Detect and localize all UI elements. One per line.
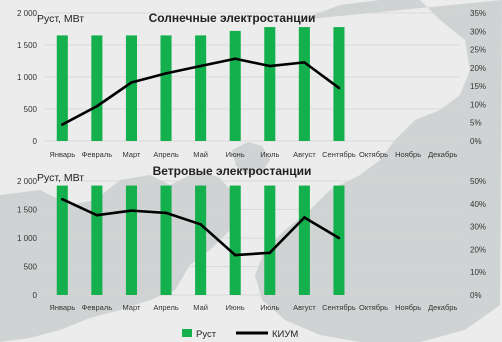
bar [298,27,310,141]
bar [333,27,345,141]
y-tick-label: 0 [33,137,38,146]
y-axis-label: Руст, МВт [37,172,84,184]
y2-tick-label: 10% [470,268,486,277]
line-point [268,251,272,255]
bar [229,185,241,295]
bar [229,30,241,142]
x-tick-label: Февраль [82,150,113,159]
line-point [95,104,99,108]
charts-layer: 0 500 1 000 1 500 2 000 0% 5% 10% 15% 20% 25% 30% 35… [17,9,486,312]
bar [91,35,103,141]
x-tick-label: Февраль [82,303,113,312]
line-point [337,86,341,90]
line-point [164,72,168,75]
y2-tick-label: 5% [470,119,482,128]
bar [195,35,207,141]
chart-title: Ветровые электростанции [153,164,312,178]
y2-tick-label: 15% [470,82,486,91]
line-point [268,64,272,68]
line-point [303,216,306,219]
chart-title: Солнечные электростанции [149,11,316,25]
x-tick-label: Март [122,150,141,159]
bar [125,185,137,295]
y-tick-label: 2 000 [17,177,38,186]
legend-bar-label: Руст [196,329,217,340]
y-tick-label: 1 500 [17,206,38,215]
x-tick-label: Июнь [226,303,245,312]
x-tick-label: Июль [260,303,279,312]
line-point [95,213,99,217]
x-tick-label: Апрель [153,150,179,159]
legend-bar-swatch [182,329,192,337]
line-point [60,123,64,126]
y2-tick-label: 30% [470,27,486,36]
x-tick-label: Декабрь [428,150,457,159]
x-tick-label: Май [193,150,208,159]
x-tick-label: Сентябрь [322,150,356,159]
x-tick-label: Август [293,150,316,159]
line-point [199,223,202,226]
x-tick-label: Ноябрь [395,150,421,159]
x-tick-label: Июль [260,150,279,159]
x-tick-label: Март [122,303,141,312]
y-tick-label: 1 500 [17,41,38,50]
y2-tick-label: 10% [470,100,486,109]
y-tick-label: 500 [24,263,38,272]
line-point [164,211,168,215]
bar [264,185,276,295]
bar [125,35,137,141]
bar [298,185,310,295]
line-point [337,236,341,240]
x-tick-label: Апрель [153,303,179,312]
bar [160,35,172,141]
x-tick-label: Январь [49,303,75,312]
line-point [130,209,133,212]
line-point [303,61,306,64]
y-tick-label: 0 [33,291,38,300]
y2-tick-label: 40% [470,200,486,209]
line-point [130,81,133,84]
bar [91,185,103,295]
y2-tick-label: 25% [470,46,486,55]
x-tick-label: Август [293,303,316,312]
bar [56,185,68,295]
chart-panel-2: 0 500 1 000 1 500 2 000 0% 10% 20% 30% 40% 50% Руст… [17,164,486,312]
bar [195,185,207,295]
x-tick-label: Январь [49,150,75,159]
x-tick-label: Май [193,303,208,312]
map-land-east [255,0,502,342]
y2-tick-label: 50% [470,177,486,186]
bar [160,185,172,295]
legend-line-label: КИУМ [272,329,298,340]
y2-tick-label: 0% [470,137,482,146]
chart-panel-1: 0 500 1 000 1 500 2 000 0% 5% 10% 15% 20% 25% 30% 35… [17,9,486,159]
x-tick-label: Июнь [226,150,245,159]
y2-tick-label: 0% [470,291,482,300]
bar [56,35,68,141]
x-tick-label: Октябрь [359,303,388,312]
y2-tick-label: 20% [470,245,486,254]
line-point [199,64,202,68]
bar [333,185,345,295]
line-point [60,197,64,201]
legend: Руст КИУМ [182,329,298,340]
line-point [233,57,237,61]
x-tick-label: Октябрь [359,150,388,159]
x-tick-label: Сентябрь [322,303,356,312]
y-tick-label: 500 [24,105,38,114]
bar [264,27,276,141]
y2-tick-label: 35% [470,9,486,18]
y-tick-label: 2 000 [17,9,38,18]
x-tick-label: Декабрь [428,303,457,312]
y-tick-label: 1 000 [17,73,38,82]
x-tick-label: Ноябрь [395,303,421,312]
y2-tick-label: 20% [470,64,486,73]
y2-tick-label: 30% [470,223,486,232]
y-axis-label: Руст, МВт [37,13,84,25]
line-point [233,253,237,257]
map-land-island [232,142,270,174]
y-tick-label: 1 000 [17,234,38,243]
